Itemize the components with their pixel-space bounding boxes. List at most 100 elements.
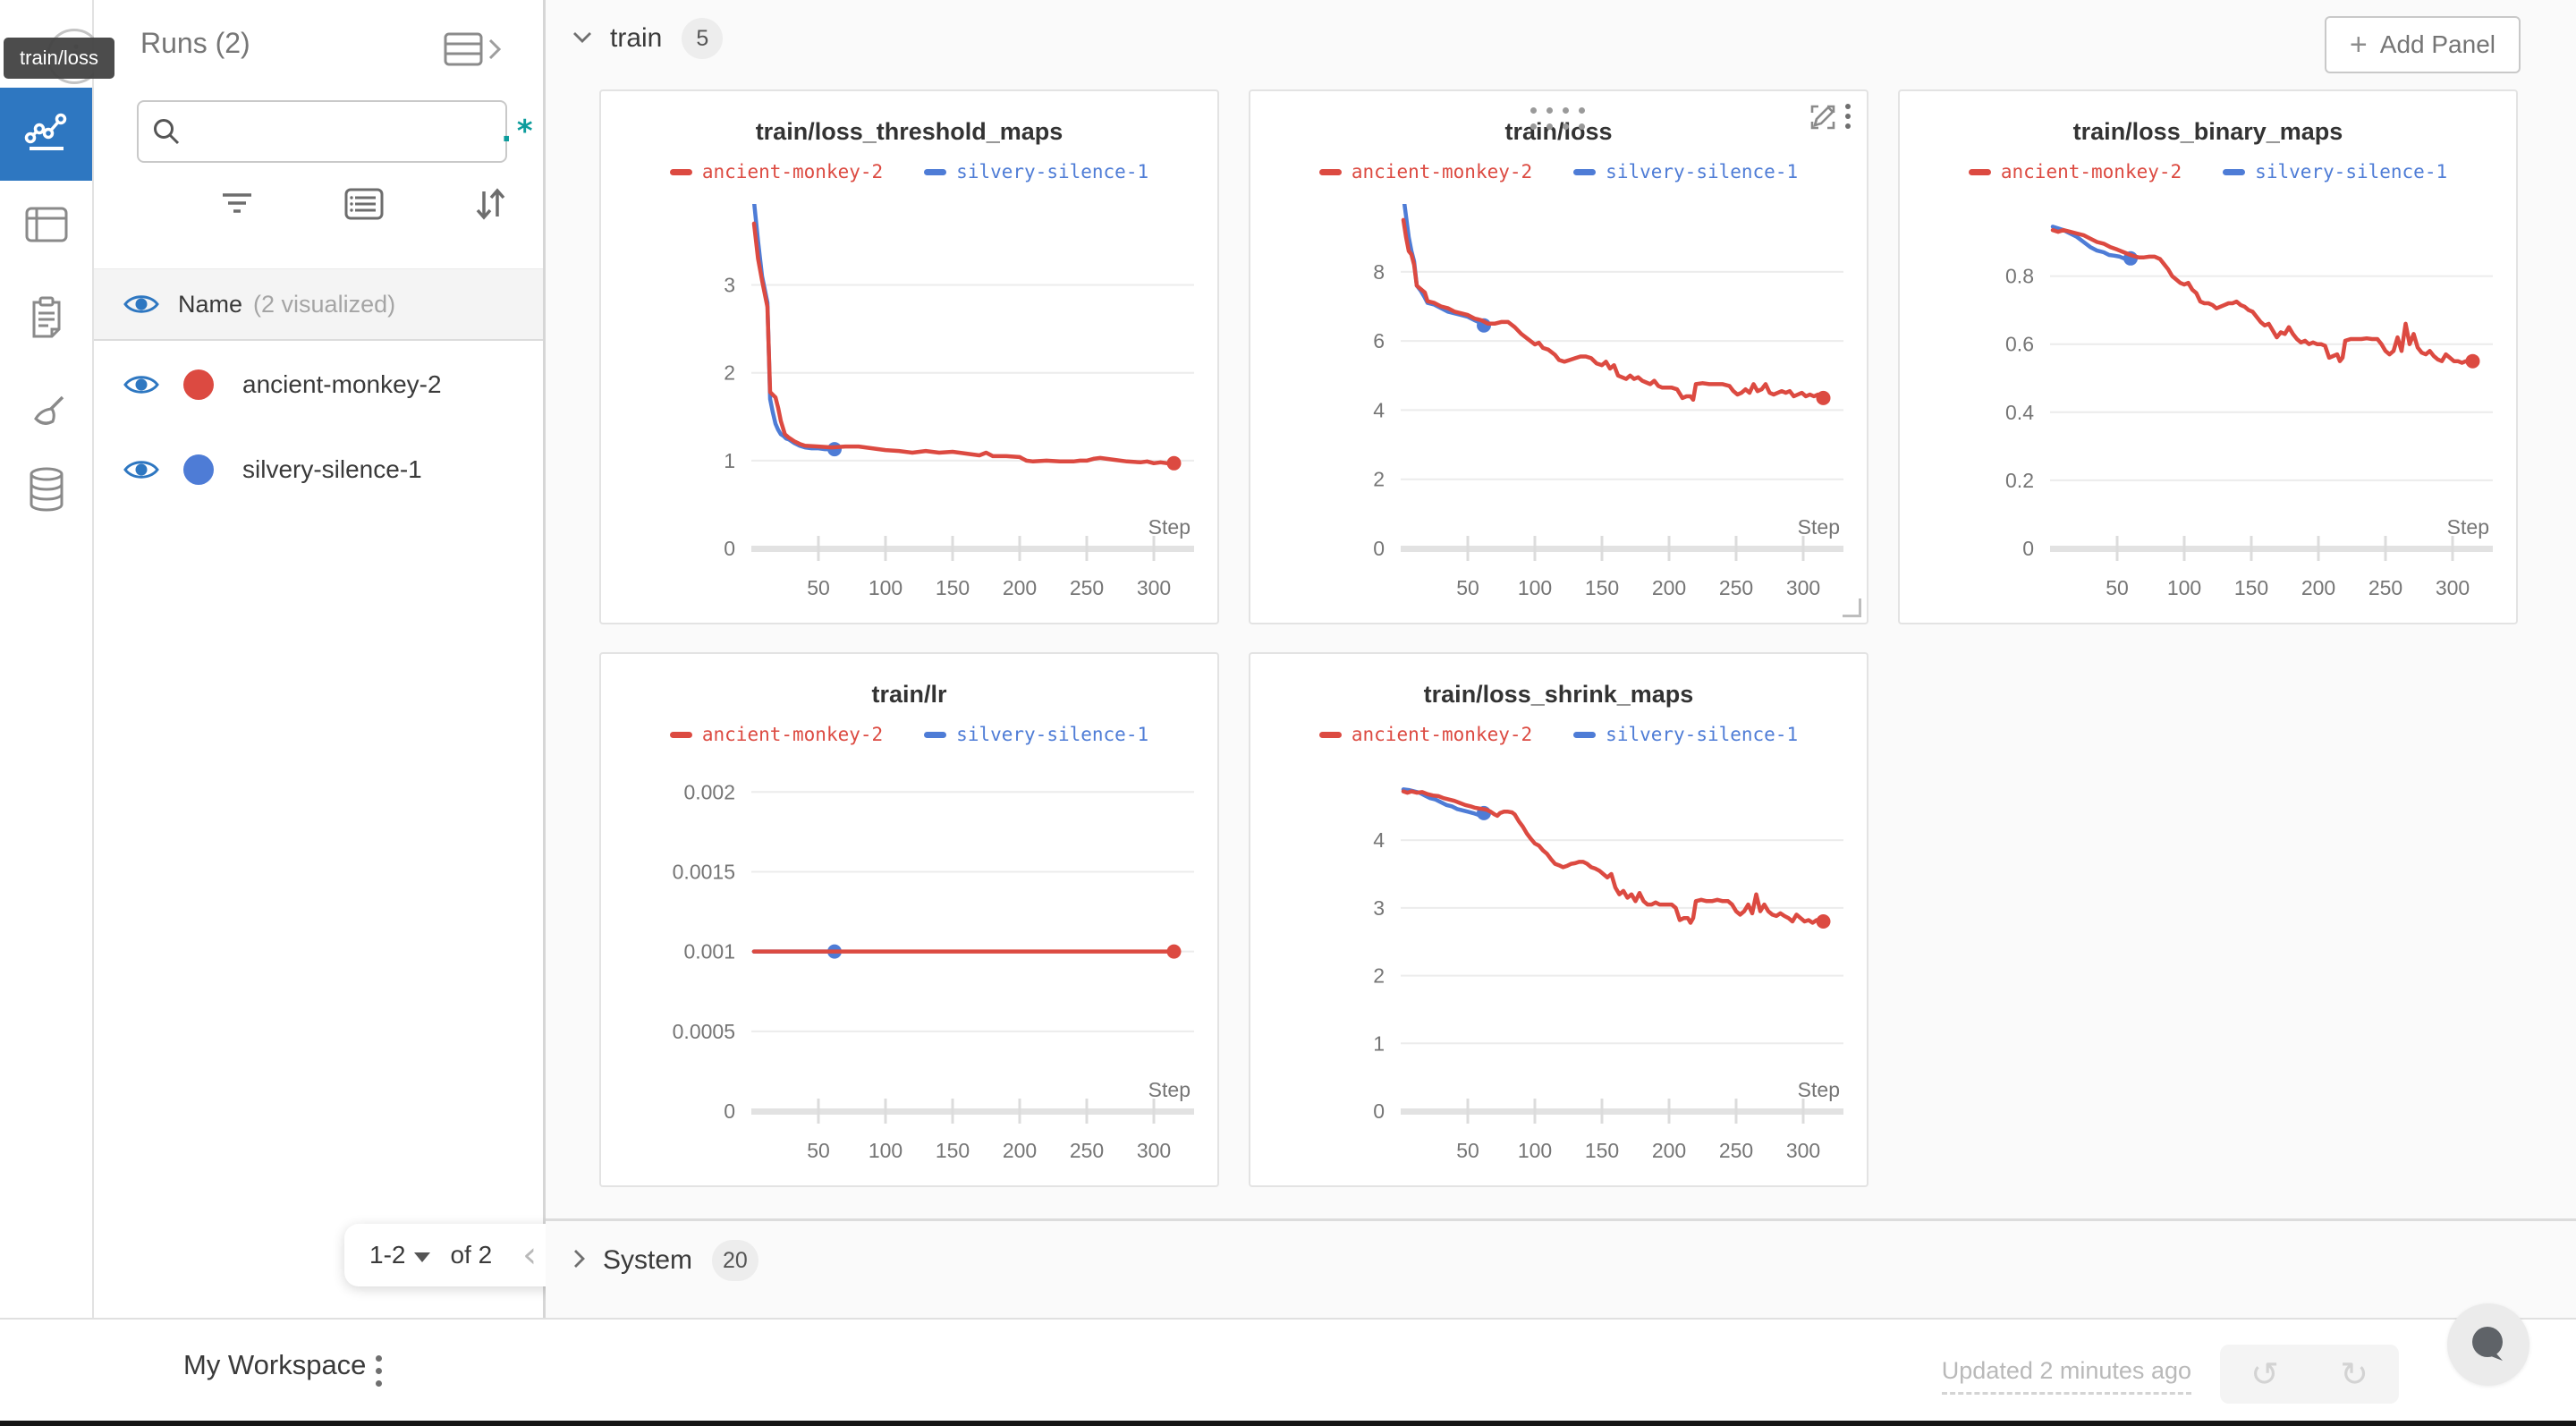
- svg-text:Step: Step: [1798, 515, 1840, 539]
- clipboard-icon: [26, 295, 67, 346]
- database-icon: [27, 466, 66, 519]
- panel-menu-icon[interactable]: [1845, 104, 1851, 129]
- section-train-label: train: [610, 23, 663, 53]
- chart-title: train/loss_threshold_maps: [755, 118, 1063, 145]
- metric-tooltip: train/loss: [4, 38, 115, 79]
- legend-run-name: silvery-silence-1: [1606, 724, 1799, 745]
- legend-dash: [1573, 731, 1597, 738]
- legend-dash: [1318, 168, 1342, 175]
- panels-workspace: train 5 + Add Panel 0 1 2 3 50 100 150 200 250 30…: [546, 0, 2576, 1318]
- legend-dash: [924, 731, 947, 738]
- svg-text:0: 0: [1373, 1099, 1385, 1123]
- section-train-header[interactable]: train 5: [571, 18, 724, 59]
- drag-handle-icon[interactable]: [1530, 107, 1588, 132]
- runs-search[interactable]: .*: [137, 100, 534, 163]
- page-total: of 2: [450, 1241, 493, 1269]
- section-system-count: 20: [712, 1240, 758, 1281]
- svg-text:0: 0: [2022, 537, 2034, 560]
- chart-plot: 0 1 2 3 4 50 100 150 200 250 300 Step: [1373, 787, 1843, 1162]
- line-chart-icon: [23, 109, 70, 160]
- svg-text:2: 2: [1373, 468, 1385, 491]
- updated-status[interactable]: Updated 2 minutes ago: [1941, 1357, 2191, 1395]
- svg-text:300: 300: [1786, 576, 1820, 599]
- add-panel-label: Add Panel: [2379, 30, 2496, 58]
- sidebar-item-charts[interactable]: [0, 88, 92, 181]
- undo-icon[interactable]: ↺: [2250, 1354, 2279, 1394]
- chart-title: train/lr: [871, 681, 947, 708]
- add-panel-button[interactable]: + Add Panel: [2324, 16, 2521, 73]
- chart-panel[interactable]: 0 0.2 0.4 0.6 0.8 50 100 150 200 250 300 Step train…: [1898, 89, 2518, 624]
- chart-panel[interactable]: 0 2 4 6 8 50 100 150 200 250 300 Step train/loss an…: [1249, 89, 1868, 624]
- regex-toggle-icon[interactable]: .*: [497, 114, 534, 149]
- legend-run-name: silvery-silence-1: [956, 724, 1149, 745]
- run-color-dot: [183, 454, 214, 485]
- page-range[interactable]: 1-2: [369, 1241, 406, 1269]
- legend-item: silvery-silence-1: [924, 161, 1148, 182]
- chart-panel[interactable]: 0 0.0005 0.001 0.0015 0.002 50 100 150 200 250 300…: [599, 652, 1219, 1187]
- legend-item: silvery-silence-1: [1573, 161, 1798, 182]
- legend-run-name: ancient-monkey-2: [1351, 724, 1533, 745]
- svg-text:2: 2: [724, 361, 735, 385]
- run-row[interactable]: ancient-monkey-2: [94, 342, 543, 427]
- sidebar-item-sweeps[interactable]: [0, 369, 92, 462]
- svg-text:8: 8: [1373, 260, 1385, 284]
- runs-table-toggle[interactable]: [444, 32, 503, 71]
- legend-run-name: silvery-silence-1: [2255, 161, 2448, 182]
- sidebar-item-artifacts[interactable]: [0, 446, 92, 539]
- run-color-dot: [183, 369, 214, 400]
- svg-text:250: 250: [1719, 1139, 1753, 1162]
- legend-run-name: ancient-monkey-2: [2000, 161, 2182, 182]
- chart-panel[interactable]: 0 1 2 3 4 50 100 150 200 250 300 Step train/loss_sh…: [1249, 652, 1868, 1187]
- chat-button[interactable]: [2447, 1303, 2529, 1386]
- sidebar-item-reports[interactable]: [0, 274, 92, 367]
- svg-text:150: 150: [936, 1139, 970, 1162]
- sort-icon[interactable]: [473, 186, 507, 222]
- svg-text:50: 50: [2106, 576, 2129, 599]
- chart-plot: 0 0.2 0.4 0.6 0.8 50 100 150 200 250 300 Step: [2005, 225, 2493, 599]
- legend-dash: [669, 731, 692, 738]
- chart-legend: ancient-monkey-2 silvery-silence-1: [1250, 724, 1867, 745]
- svg-text:1: 1: [1373, 1031, 1385, 1055]
- legend-dash: [669, 168, 692, 175]
- legend-run-name: silvery-silence-1: [1606, 161, 1799, 182]
- section-system-label: System: [603, 1245, 693, 1275]
- eye-icon[interactable]: [123, 372, 160, 397]
- chart-panel[interactable]: 0 1 2 3 50 100 150 200 250 300 Step train/loss_thr…: [599, 89, 1219, 624]
- search-input[interactable]: [194, 116, 497, 147]
- runs-name-header[interactable]: Name (2 visualized): [94, 268, 543, 341]
- group-list-icon[interactable]: [344, 188, 384, 220]
- run-name: ancient-monkey-2: [242, 369, 442, 398]
- svg-text:4: 4: [1373, 398, 1385, 421]
- svg-text:1: 1: [724, 449, 735, 472]
- svg-text:0.0005: 0.0005: [673, 1020, 735, 1043]
- panel-resize-handle[interactable]: [1843, 598, 1861, 617]
- run-name: silvery-silence-1: [242, 454, 422, 483]
- eye-icon[interactable]: [123, 292, 160, 317]
- chevron-right-icon: [487, 36, 503, 67]
- prev-page-button[interactable]: ‹: [522, 1235, 538, 1276]
- svg-text:Step: Step: [1798, 1078, 1840, 1101]
- sidebar-item-table[interactable]: [0, 181, 92, 274]
- legend-item: silvery-silence-1: [2223, 161, 2447, 182]
- redo-icon[interactable]: ↻: [2340, 1354, 2368, 1394]
- chart-legend: ancient-monkey-2 silvery-silence-1: [601, 161, 1217, 182]
- svg-text:Step: Step: [2447, 515, 2489, 539]
- svg-text:6: 6: [1373, 329, 1385, 352]
- section-system-header[interactable]: System 20: [571, 1240, 758, 1281]
- legend-item: silvery-silence-1: [924, 724, 1148, 745]
- chevron-down-icon: [571, 29, 594, 49]
- svg-text:0.8: 0.8: [2005, 265, 2034, 288]
- svg-text:0: 0: [1373, 537, 1385, 560]
- workspace-menu-icon[interactable]: [376, 1355, 382, 1387]
- filter-icon[interactable]: [219, 189, 255, 219]
- svg-text:250: 250: [2368, 576, 2402, 599]
- svg-text:0.6: 0.6: [2005, 333, 2034, 356]
- runs-panel: Runs (2) .*: [94, 0, 604, 1318]
- eye-icon[interactable]: [123, 457, 160, 482]
- screen-bottom-edge: [0, 1421, 2576, 1426]
- chevron-down-icon[interactable]: [414, 1252, 431, 1262]
- svg-text:200: 200: [1003, 1139, 1037, 1162]
- svg-text:250: 250: [1070, 576, 1104, 599]
- undo-redo-group: ↺ ↻: [2220, 1345, 2399, 1404]
- run-row[interactable]: silvery-silence-1: [94, 427, 543, 512]
